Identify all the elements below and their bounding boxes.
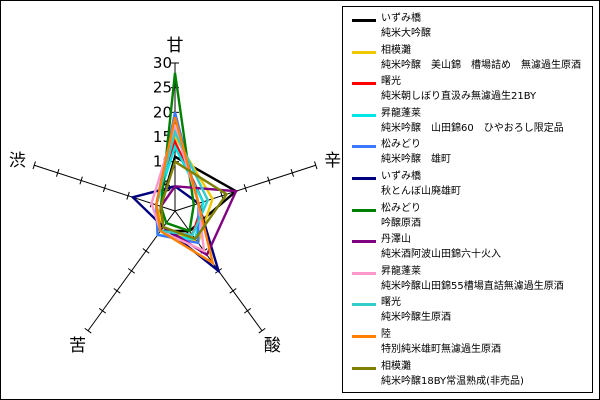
legend-subname: 純米酒阿波山田錦六十火入: [381, 249, 501, 261]
legend-name: 松みどり: [381, 202, 421, 214]
legend-swatch: [352, 208, 376, 212]
axis-label: 酸: [264, 336, 281, 356]
legend-swatch: [352, 271, 376, 275]
axis-tick-4-5: [32, 161, 36, 170]
legend-swatch: [352, 366, 376, 370]
legend-name: 相模灘: [381, 44, 411, 56]
tick-label: 30: [153, 54, 172, 72]
axis-tick-1-2: [243, 184, 248, 193]
legend-swatch: [352, 303, 376, 307]
legend-subname: 純米吟醸生原酒: [381, 312, 451, 324]
axis-tick-4-3: [79, 176, 83, 185]
axis-tick-1-3: [267, 176, 271, 185]
series-line-10: [154, 116, 215, 266]
axis-tick-2-5: [258, 327, 266, 334]
legend-swatch: [352, 82, 376, 86]
legend-swatch: [352, 113, 376, 117]
legend-subname: 吟醸原酒: [381, 217, 421, 229]
axis-label: 甘: [167, 36, 184, 56]
legend-subname: 純米朝しぼり直汲み無濾過生21BY: [381, 91, 537, 103]
legend-name: 陸: [381, 329, 391, 340]
legend: いずみ橋 純米大吟醸 相模灘 純米吟醸 美山錦 槽場詰め 無濾過生原酒 曙光 純米朝しぼり…: [342, 6, 593, 393]
axis-label: 渋: [9, 151, 26, 171]
legend-subname: 秋とんぼ山廃雄町: [381, 186, 461, 197]
axis-tick-4-4: [55, 168, 60, 177]
series-line-7: [159, 185, 238, 257]
legend-name: 松みどり: [381, 139, 421, 151]
axis-tick-3-1: [142, 248, 150, 254]
legend-name: いずみ橋: [381, 13, 421, 24]
axis-tick-3-5: [84, 327, 92, 334]
legend-subname: 純米吟醸18BY常温熟成(非売品): [381, 375, 524, 387]
tick-label: 20: [153, 103, 172, 121]
axis-tick-3-3: [113, 288, 121, 294]
legend-name: 昇龍蓬莱: [381, 265, 421, 277]
legend-subname: 純米大吟醸: [381, 28, 431, 39]
axis-tick-2-3: [229, 288, 237, 294]
axis-tick-1-5: [314, 161, 318, 170]
legend-name: 昇龍蓬莱: [381, 107, 421, 119]
legend-swatch: [352, 19, 376, 22]
legend-subname: 特別純米雄町無濾過生原酒: [381, 344, 501, 355]
axis-label: 辛: [324, 151, 341, 171]
legend-swatch: [352, 240, 376, 244]
legend-swatch: [352, 177, 376, 180]
tick-label: 25: [153, 79, 172, 97]
axis-tick-4-1: [126, 191, 130, 200]
legend-subname: 純米吟醸 美山錦 槽場詰め 無濾過生原酒: [381, 59, 581, 71]
axis-tick-3-2: [127, 268, 136, 274]
legend-swatch: [352, 145, 376, 149]
legend-swatch: [352, 335, 376, 338]
axis-tick-1-4: [290, 168, 295, 177]
legend-name: いずみ橋: [381, 171, 421, 182]
series-line-11: [159, 159, 229, 241]
axis-tick-3-4: [98, 308, 107, 314]
legend-subname: 純米吟醸 雄町: [381, 154, 451, 166]
legend-subname: 純米吟醸 山田錦60 ひやおろし限定品: [381, 122, 564, 134]
legend-name: 相模灘: [381, 360, 411, 372]
axis-tick-4-2: [102, 184, 107, 193]
legend-name: 曙光: [381, 76, 401, 88]
legend-name: 曙光: [381, 297, 401, 309]
axis-tick-2-4: [243, 308, 252, 314]
series-line-6: [159, 72, 196, 233]
axis-label: 苦: [69, 336, 86, 356]
legend-swatch: [352, 50, 376, 54]
legend-subname: 純米吟醸山田錦55槽場直詰無濾過生原酒: [381, 280, 564, 292]
legend-name: 丹澤山: [381, 234, 411, 246]
